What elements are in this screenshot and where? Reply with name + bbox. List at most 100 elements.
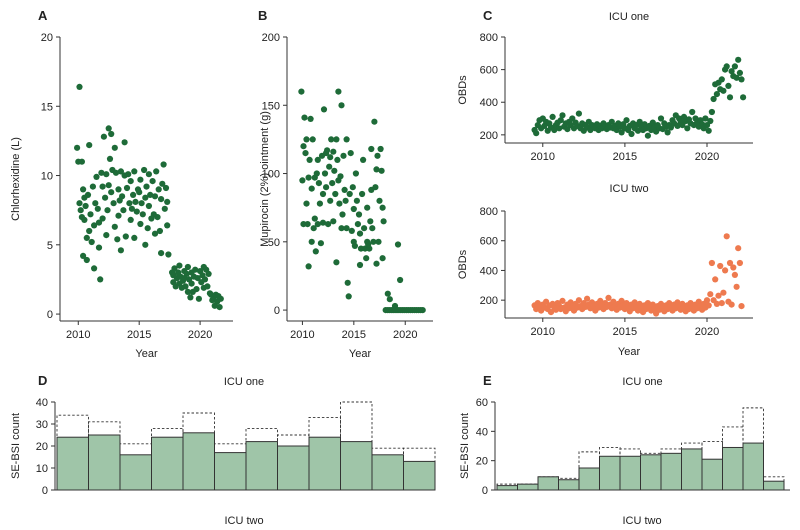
data-point: [127, 178, 134, 185]
data-point: [369, 225, 376, 232]
bar: [681, 448, 703, 491]
bar: [214, 452, 247, 491]
data-point: [193, 286, 200, 293]
data-point: [92, 200, 99, 207]
data-point: [394, 241, 402, 248]
data-point: [649, 119, 656, 126]
data-point: [132, 198, 139, 205]
data-point: [720, 87, 727, 94]
data-point: [310, 225, 317, 232]
data-point: [99, 183, 106, 190]
data-point: [723, 63, 730, 70]
data-point: [419, 307, 426, 314]
bar: [763, 480, 785, 491]
data-point: [184, 288, 191, 295]
x-tick-label: 2010: [531, 326, 555, 338]
data-point: [308, 185, 315, 192]
data-point: [710, 95, 717, 103]
data-point: [103, 232, 110, 239]
data-point: [182, 283, 189, 290]
data-point: [111, 144, 118, 151]
data-point: [108, 189, 115, 196]
data-point: [123, 184, 131, 192]
data-point: [380, 218, 387, 225]
data-point: [338, 102, 345, 109]
data-point: [342, 197, 349, 204]
data-point: [97, 276, 104, 283]
panel-label: B: [258, 8, 267, 23]
y-tick-label: 150: [262, 100, 280, 112]
y-tick-label: 50: [268, 237, 280, 249]
x-tick-label: 2020: [695, 326, 719, 338]
panel-e-bottom-title: ICU two: [622, 515, 661, 527]
data-point: [142, 241, 149, 248]
data-point: [556, 125, 563, 132]
y-axis-label: Mupirocin (2%) ointment (g): [259, 111, 271, 247]
data-point: [373, 166, 380, 173]
data-point: [703, 297, 711, 304]
y-tick-label: 15: [41, 101, 53, 113]
data-point: [368, 145, 375, 153]
bar: [640, 454, 662, 491]
y-tick-label: 0: [274, 305, 280, 317]
y-axis-label: OBDs: [457, 249, 469, 279]
data-point: [159, 180, 166, 187]
panel-d: 0 10 20 30 40 D ICU one SE-BSI count: [10, 373, 436, 497]
data-point: [364, 204, 371, 211]
data-point: [333, 136, 340, 143]
data-point: [330, 218, 337, 225]
y-tick-label: 0: [47, 309, 53, 321]
data-point: [204, 283, 211, 290]
data-point: [343, 225, 350, 232]
data-point: [305, 263, 312, 270]
data-point: [736, 69, 744, 76]
data-point: [298, 88, 305, 95]
data-point: [352, 170, 359, 177]
bar: [151, 436, 184, 491]
data-point: [100, 133, 107, 140]
data-point: [326, 163, 333, 170]
data-point: [137, 220, 144, 228]
data-point: [713, 300, 721, 307]
data-point: [735, 245, 742, 252]
panel-title: ICU one: [622, 376, 662, 388]
data-point: [374, 152, 381, 159]
data-point: [715, 292, 722, 299]
data-point: [300, 143, 307, 150]
bar: [517, 483, 539, 491]
bar: [56, 436, 89, 491]
data-point: [331, 167, 338, 174]
data-point: [717, 262, 724, 270]
y-tick-label: 400: [480, 97, 498, 109]
bar: [619, 455, 641, 491]
data-point: [88, 238, 95, 246]
data-point: [156, 227, 163, 235]
data-point: [311, 215, 318, 222]
data-point: [137, 176, 144, 183]
data-point: [533, 130, 540, 137]
bar: [558, 479, 580, 491]
data-point: [343, 136, 350, 143]
data-point: [162, 184, 170, 192]
data-point: [731, 271, 739, 278]
data-point: [194, 275, 201, 282]
data-point: [304, 221, 311, 228]
data-point: [373, 260, 380, 267]
data-point: [114, 236, 121, 243]
data-point: [171, 265, 178, 272]
data-point: [397, 276, 404, 284]
data-point: [84, 191, 92, 198]
panel-title: ICU one: [609, 11, 649, 23]
data-point: [733, 283, 740, 290]
data-point: [128, 205, 135, 212]
y-tick-label: 0: [482, 485, 488, 497]
bar: [742, 442, 764, 491]
data-point: [305, 174, 312, 181]
data-point: [302, 150, 309, 157]
panel-label: A: [38, 8, 48, 23]
data-point: [314, 156, 321, 163]
x-tick-label: 2010: [290, 329, 314, 341]
data-point: [317, 240, 324, 247]
data-point: [187, 294, 194, 301]
data-point: [584, 295, 591, 302]
